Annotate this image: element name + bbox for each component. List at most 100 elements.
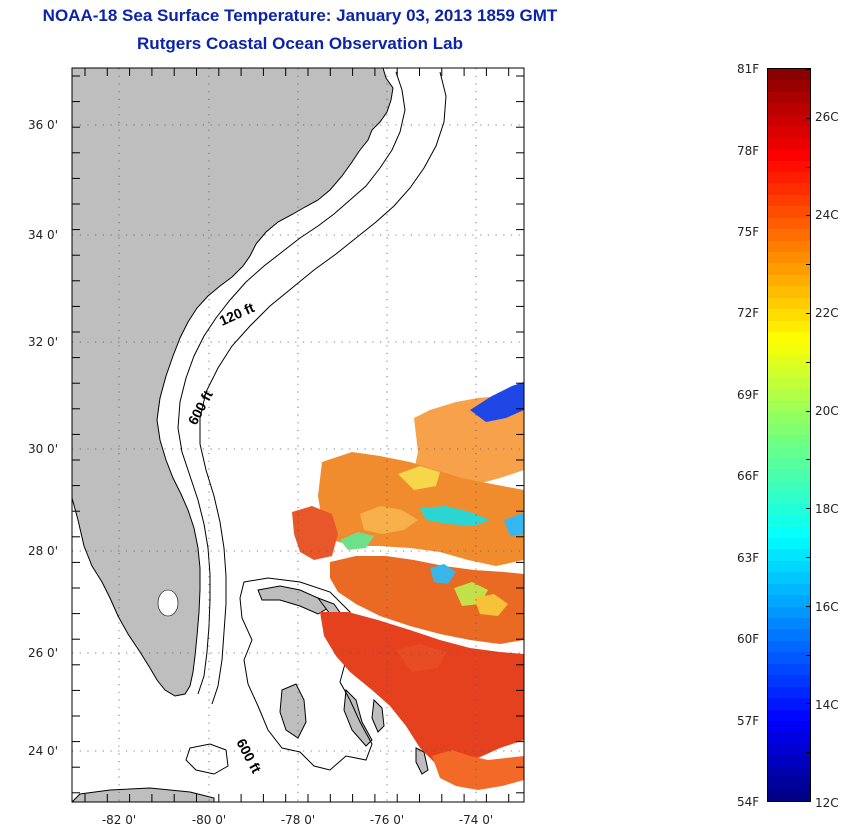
colorbar-band bbox=[768, 400, 810, 414]
lat-label-26: 26 0' bbox=[27, 646, 58, 660]
colorbar-band bbox=[768, 606, 810, 620]
colorbar-band bbox=[768, 91, 810, 105]
colorbar-tick bbox=[806, 605, 810, 607]
island-andros bbox=[279, 683, 307, 739]
contour-120ft bbox=[177, 71, 406, 695]
colorbar-tick bbox=[806, 117, 810, 119]
colorbar-band bbox=[768, 698, 810, 711]
colorbar-band bbox=[768, 583, 810, 597]
colorbar-tick bbox=[806, 508, 810, 510]
sst-overlay bbox=[292, 382, 524, 790]
colorbar-band bbox=[768, 366, 810, 380]
colorbar-tick bbox=[806, 361, 810, 363]
lat-label-34: 34 0' bbox=[27, 228, 58, 242]
map-title: NOAA-18 Sea Surface Temperature: January… bbox=[42, 6, 558, 25]
colorbar-band bbox=[768, 480, 810, 494]
colorbar-band bbox=[768, 537, 810, 551]
colorbar-tick bbox=[806, 166, 810, 168]
colorbar-tick bbox=[806, 703, 810, 705]
land-us-southeast bbox=[72, 68, 394, 697]
colorbar-label-26c: 26C bbox=[815, 110, 839, 124]
colorbar-band bbox=[768, 274, 810, 288]
colorbar-band bbox=[768, 137, 810, 151]
island-grand-bahama bbox=[257, 585, 329, 615]
colorbar-band bbox=[768, 297, 810, 311]
colorbar-band bbox=[768, 572, 810, 586]
colorbar-label-22c: 22C bbox=[815, 306, 839, 320]
colorbar-band bbox=[768, 743, 810, 757]
axis-ticks bbox=[72, 68, 524, 802]
colorbar-band bbox=[768, 320, 810, 334]
colorbar-band bbox=[768, 549, 810, 563]
colorbar-band bbox=[768, 629, 810, 643]
colorbar-band bbox=[768, 435, 810, 448]
colorbar-band bbox=[768, 560, 810, 574]
lon-label-78: -78 0' bbox=[280, 813, 316, 827]
colorbar-label-54f: 54F bbox=[737, 795, 760, 809]
lon-label-76: -76 0' bbox=[369, 813, 405, 827]
colorbar-label-14c: 14C bbox=[815, 698, 839, 712]
colorbar-band bbox=[768, 217, 810, 231]
colorbar-label-66f: 66F bbox=[737, 469, 760, 483]
colorbar-band bbox=[768, 412, 810, 426]
colorbar-tick bbox=[806, 752, 810, 754]
colorbar-band bbox=[768, 206, 810, 220]
colorbar-band bbox=[768, 229, 810, 243]
colorbar-band bbox=[768, 114, 810, 128]
colorbar-tick bbox=[806, 459, 810, 461]
colorbar-band bbox=[768, 309, 810, 323]
island-long bbox=[415, 747, 429, 775]
colorbar-band bbox=[768, 755, 810, 769]
colorbar-band bbox=[768, 194, 810, 208]
colorbar-band bbox=[768, 789, 810, 801]
colorbar-band bbox=[768, 126, 810, 140]
lat-label-28: 28 0' bbox=[27, 544, 58, 558]
colorbar-label-18c: 18C bbox=[815, 502, 839, 516]
lon-label-80: -80 0' bbox=[191, 813, 227, 827]
map-frame bbox=[71, 67, 525, 803]
colorbar-label-12c: 12C bbox=[815, 796, 839, 810]
contour-600ft bbox=[199, 71, 447, 705]
colorbar-band bbox=[768, 457, 810, 471]
colorbar-band bbox=[768, 675, 810, 689]
colorbar-tick bbox=[806, 69, 810, 70]
colorbar-band bbox=[768, 332, 810, 345]
colorbar-band bbox=[768, 526, 810, 540]
colorbar-label-81f: 81F bbox=[737, 62, 760, 76]
colorbar-label-78f: 78F bbox=[737, 144, 760, 158]
colorbar-band bbox=[768, 377, 810, 391]
contour-cay-sal bbox=[185, 743, 229, 775]
colorbar-band bbox=[768, 160, 810, 174]
temperature-colorbar bbox=[767, 68, 811, 802]
contour-bahamas-shelf bbox=[239, 577, 373, 771]
colorbar-band bbox=[768, 80, 810, 94]
colorbar-label-72f: 72F bbox=[737, 306, 760, 320]
colorbar-band bbox=[768, 618, 810, 631]
lon-label-82: -82 0' bbox=[101, 813, 137, 827]
lat-label-36: 36 0' bbox=[27, 118, 58, 132]
colorbar-band bbox=[768, 343, 810, 357]
colorbar-tick bbox=[806, 654, 810, 656]
colorbar-band bbox=[768, 171, 810, 185]
lake-okeechobee bbox=[157, 589, 179, 617]
colorbar-band bbox=[768, 732, 810, 746]
colorbar-band bbox=[768, 252, 810, 265]
colorbar-band bbox=[768, 183, 810, 197]
colorbar-label-63f: 63F bbox=[737, 551, 760, 565]
colorbar-band bbox=[768, 663, 810, 677]
colorbar-band bbox=[768, 103, 810, 117]
colorbar-band bbox=[768, 354, 810, 368]
colorbar-band bbox=[768, 240, 810, 254]
lat-label-30: 30 0' bbox=[27, 442, 58, 456]
island-cat bbox=[371, 698, 385, 733]
colorbar-label-60f: 60F bbox=[737, 632, 760, 646]
colorbar-band bbox=[768, 720, 810, 734]
colorbar-band bbox=[768, 686, 810, 700]
colorbar-band bbox=[768, 469, 810, 483]
colorbar-band bbox=[768, 492, 810, 506]
lat-label-24: 24 0' bbox=[27, 744, 58, 758]
colorbar-band bbox=[768, 149, 810, 162]
colorbar-band bbox=[768, 503, 810, 517]
colorbar-label-57f: 57F bbox=[737, 714, 760, 728]
